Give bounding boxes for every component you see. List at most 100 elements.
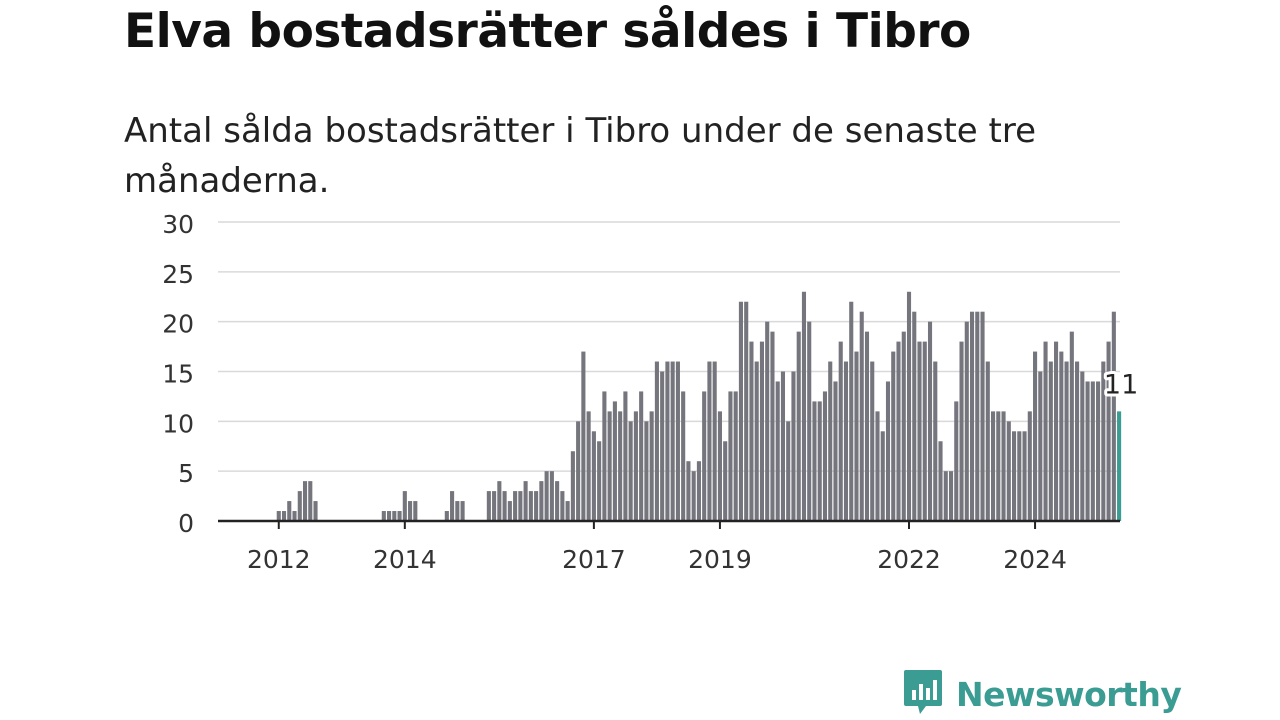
bar [276, 511, 281, 521]
bar [528, 491, 533, 521]
brand-name: Newsworthy [956, 674, 1182, 714]
bar [649, 411, 654, 521]
bar [1012, 431, 1017, 521]
bar [959, 341, 964, 521]
bar [1106, 341, 1111, 521]
bar [623, 391, 628, 521]
bar [791, 371, 796, 521]
bar [702, 391, 707, 521]
bar [1090, 381, 1095, 521]
bar [891, 351, 896, 521]
bar [990, 411, 996, 521]
bar [381, 511, 386, 521]
bar [597, 441, 602, 521]
x-tick-label: 2022 [877, 545, 941, 574]
bar [817, 401, 822, 521]
bar [759, 341, 764, 521]
bar [786, 421, 791, 521]
y-axis-labels: 0 5 10 15 20 25 30 [162, 210, 194, 538]
bar [670, 361, 675, 521]
bar [812, 401, 817, 521]
bar [859, 311, 864, 521]
bar [796, 331, 801, 521]
bar [502, 491, 507, 521]
y-tick-label: 25 [162, 260, 194, 289]
highlight-annotation: 11 [1101, 366, 1141, 403]
bar [523, 481, 528, 521]
bar [801, 291, 807, 521]
bar [644, 421, 649, 521]
x-tick-label: 2014 [373, 545, 437, 574]
bar [954, 401, 959, 521]
bar [292, 511, 297, 521]
bar [938, 441, 943, 521]
bar [775, 381, 780, 521]
bar [838, 341, 843, 521]
bar [1075, 361, 1080, 521]
bar [969, 311, 975, 521]
bar [943, 471, 948, 521]
bar [555, 481, 560, 521]
bar [450, 491, 455, 521]
bar [691, 471, 696, 521]
bar [549, 471, 554, 521]
bar [1085, 381, 1090, 521]
bar [618, 411, 623, 521]
bar [1069, 331, 1074, 521]
bar [1048, 361, 1053, 521]
bar [507, 501, 512, 521]
bar [586, 411, 591, 521]
bar [733, 391, 738, 521]
bar [964, 321, 969, 521]
bar [607, 411, 612, 521]
bar [297, 491, 302, 521]
y-tick-label: 10 [162, 409, 194, 438]
bar [728, 391, 733, 521]
bar [1111, 311, 1116, 521]
bar [696, 461, 701, 521]
bar [408, 501, 413, 521]
bar [896, 341, 901, 521]
bar [833, 381, 838, 521]
bar [539, 481, 544, 521]
bar [1064, 361, 1069, 521]
bar [875, 411, 880, 521]
bar [591, 431, 596, 521]
bar [570, 451, 575, 521]
bar [712, 361, 717, 521]
bar [518, 491, 523, 521]
bar [565, 501, 570, 521]
bar [828, 361, 833, 521]
grid-lines [218, 221, 1120, 472]
bar [864, 331, 870, 521]
bar [581, 351, 586, 521]
bar [397, 511, 402, 521]
y-tick-label: 30 [162, 210, 194, 239]
bar [1096, 381, 1101, 521]
bar [885, 381, 891, 521]
bar [281, 511, 287, 521]
bar [686, 461, 691, 521]
bar [675, 361, 680, 521]
bar [922, 341, 927, 521]
y-tick-label: 0 [178, 509, 194, 538]
bar [534, 491, 539, 521]
bar [497, 481, 502, 521]
x-tick-label: 2024 [1003, 545, 1067, 574]
bar [933, 361, 938, 521]
bar [996, 411, 1001, 521]
bar [880, 431, 885, 521]
bar [560, 491, 565, 521]
bar [302, 481, 308, 521]
bar [975, 311, 980, 521]
bar [707, 361, 712, 521]
bar [912, 311, 917, 521]
bar [665, 361, 670, 521]
bar [1033, 351, 1038, 521]
bar [754, 361, 759, 521]
bar [444, 511, 449, 521]
bar [1059, 351, 1064, 521]
x-tick-label: 2017 [562, 545, 626, 574]
y-tick-label: 5 [178, 459, 194, 488]
bar-chart: 0 5 10 15 20 25 30 2012 2014 2017 2019 2022 2024 11 [162, 210, 1141, 574]
